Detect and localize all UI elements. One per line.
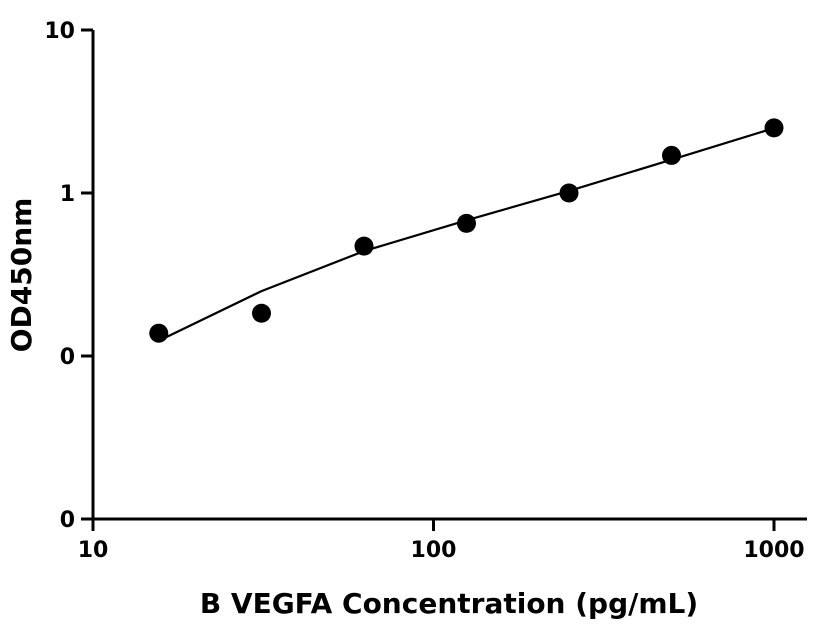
x-axis-title: B VEGFA Concentration (pg/mL): [200, 587, 698, 620]
data-point: [354, 236, 374, 256]
data-point: [764, 118, 784, 138]
data-point: [559, 183, 579, 203]
data-point: [149, 323, 169, 343]
data-points: [149, 118, 784, 343]
y-tick-label: 0: [60, 508, 75, 533]
x-tick-label: 10: [78, 538, 109, 563]
data-point: [456, 213, 476, 233]
axes: 0 0 1 10 10 100 1000: [44, 19, 807, 563]
fit-curve: [158, 127, 775, 342]
x-tick-label: 1000: [743, 538, 804, 563]
data-point: [251, 303, 271, 323]
y-tick-label: 0: [60, 345, 75, 370]
x-tick-label: 100: [411, 538, 457, 563]
y-tick-label: 10: [44, 19, 75, 44]
y-axis-title: OD450nm: [5, 198, 38, 353]
data-point: [661, 145, 681, 165]
fit-curve-group: [158, 127, 775, 342]
y-tick-label: 1: [60, 182, 75, 207]
